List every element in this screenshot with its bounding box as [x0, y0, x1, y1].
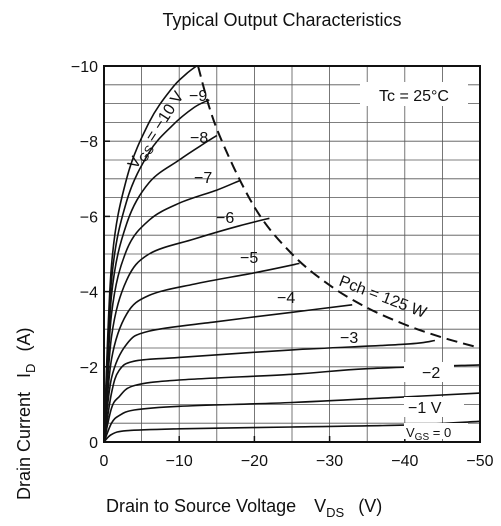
- power-dissipation-curve: [197, 65, 481, 349]
- curve-label-4: −4: [277, 290, 295, 307]
- curve-label-8: −8: [190, 130, 208, 147]
- vgs-curve-3: [103, 339, 436, 443]
- x-tick-label: −30: [316, 453, 343, 470]
- curve-label-1-bg: [404, 397, 464, 417]
- curve-label-3: −3: [340, 330, 358, 347]
- y-axis-title: Drain Current ID (A): [14, 328, 38, 500]
- curve-label-1: −1 V: [408, 400, 442, 417]
- vgs-0-label: VGS = 0: [406, 425, 451, 443]
- vgs-0-sub: GS: [415, 432, 430, 443]
- y-axis-unit: (A): [14, 328, 34, 352]
- curve-label-6: −6: [216, 210, 234, 227]
- x-tick-label: 0: [100, 453, 109, 470]
- chart-title: Typical Output Characteristics: [162, 10, 401, 30]
- vgs-0-suffix: = 0: [429, 425, 451, 440]
- x-axis-title-main: Drain to Source Voltage: [106, 496, 296, 516]
- tc-annotation-bg: [360, 82, 468, 106]
- x-tick-label: −10: [166, 453, 193, 470]
- vgs-curve-7: [103, 179, 240, 443]
- curve-label-9: −9: [189, 88, 207, 105]
- power-curve-label: Pch = 125 W: [337, 273, 430, 322]
- x-axis-sub: DS: [326, 505, 344, 520]
- curve-label-0-bg: [404, 423, 468, 439]
- curve-label-2-bg: [404, 362, 454, 382]
- ticks: 0 −10 −20 −30 −40 −50 0 −2 −4 −6 −8 −10: [71, 59, 494, 470]
- vgs-curve-1: [103, 392, 481, 443]
- x-axis-unit: (V): [358, 496, 382, 516]
- x-axis-symbol: V: [314, 496, 326, 516]
- y-tick-label: −6: [80, 209, 98, 226]
- y-axis-symbol: I: [14, 373, 34, 378]
- y-axis-sub: D: [23, 364, 38, 373]
- y-axis-title-main: Drain Current: [14, 392, 34, 500]
- vgs-curve-4: [103, 304, 353, 443]
- vgs-curve-5: [103, 262, 300, 443]
- curve-label-7: −7: [194, 170, 212, 187]
- y-tick-label: 0: [89, 435, 98, 452]
- y-tick-label: −8: [80, 134, 98, 151]
- y-tick-label: −2: [80, 360, 98, 377]
- vgs-10-label: VGS = −10 V: [125, 88, 190, 173]
- y-tick-label: −4: [80, 285, 98, 302]
- curve-label-2: −2: [422, 365, 440, 382]
- x-tick-label: −40: [391, 453, 418, 470]
- y-tick-label: −10: [71, 59, 98, 76]
- plot-frame: [103, 65, 481, 443]
- vgs-0-prefix: V: [406, 425, 415, 440]
- tc-annotation: Tc = 25°C: [379, 88, 449, 105]
- grid: [104, 66, 480, 442]
- x-tick-label: −50: [466, 453, 493, 470]
- x-axis-title: Drain to Source Voltage VDS (V): [106, 496, 382, 520]
- curve-label-5: −5: [240, 250, 258, 267]
- x-tick-label: −20: [241, 453, 268, 470]
- vgs-curve-2: [103, 364, 481, 443]
- vgs-curve-6: [103, 217, 270, 443]
- vgs-curve-10: [103, 65, 198, 443]
